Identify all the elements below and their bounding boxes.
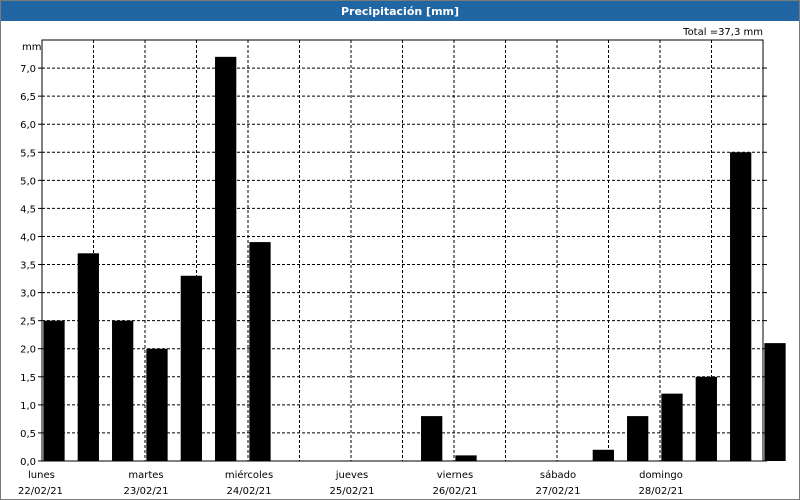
- bar: [77, 253, 99, 461]
- y-tick-label: 2,0: [20, 345, 36, 356]
- bar: [661, 393, 683, 461]
- bar: [180, 275, 202, 461]
- y-tick-label: 6,5: [20, 92, 36, 103]
- x-tick-date-label: 24/02/21: [227, 486, 272, 497]
- x-axis-ticks: lunes 22/02/21 martes 23/02/21 miércoles 24/0…: [18, 469, 683, 497]
- x-tick-day-label: sábado: [540, 469, 576, 481]
- bar: [421, 416, 443, 461]
- total-label: Total =37,3 mm: [683, 27, 763, 38]
- y-tick-label: 5,0: [20, 176, 36, 187]
- bar: [455, 455, 477, 461]
- bar-series: [43, 56, 786, 462]
- y-tick-label: 5,5: [20, 148, 36, 159]
- bar: [592, 449, 614, 461]
- y-axis-ticks: 0,0 0,5 1,0 1,5 2,0 2,5 3,0 3,5 4,0 4,5 5,0 5,5 6,0 6…: [20, 64, 767, 468]
- x-tick-date-label: 27/02/21: [536, 486, 581, 497]
- chart-title: Precipitación [mm]: [1, 1, 799, 21]
- y-tick-label: 1,5: [20, 373, 36, 384]
- y-tick-label: 0,0: [20, 457, 36, 468]
- bar: [695, 376, 717, 461]
- x-tick-day-label: jueves: [335, 470, 369, 481]
- y-axis-label: mm: [22, 42, 41, 53]
- x-tick-day-label: martes: [128, 470, 163, 481]
- bar: [249, 242, 271, 461]
- bar: [146, 348, 168, 461]
- x-tick-date-label: 28/02/21: [639, 486, 684, 497]
- x-tick-date-label: 23/02/21: [124, 486, 169, 497]
- x-tick-day-label: lunes: [28, 470, 55, 481]
- bar: [730, 152, 752, 461]
- bar: [43, 320, 65, 461]
- x-tick-day-label: viernes: [437, 470, 473, 481]
- y-tick-label: 6,0: [20, 120, 36, 131]
- x-tick-date-label: 26/02/21: [433, 486, 478, 497]
- y-tick-label: 4,5: [20, 204, 36, 215]
- y-tick-label: 2,5: [20, 317, 36, 328]
- y-tick-label: 1,0: [20, 401, 36, 412]
- bar: [112, 320, 134, 461]
- x-tick-date-label: 22/02/21: [18, 486, 63, 497]
- x-tick-day-label: domingo: [639, 470, 683, 481]
- y-tick-label: 3,0: [20, 289, 36, 300]
- bar: [627, 416, 649, 461]
- y-tick-label: 4,0: [20, 232, 36, 243]
- bar: [764, 343, 786, 461]
- y-tick-label: 0,5: [20, 429, 36, 440]
- y-tick-label: 3,5: [20, 261, 36, 272]
- x-tick-day-label: miércoles: [225, 469, 273, 481]
- y-tick-label: 7,0: [20, 64, 36, 75]
- x-tick-date-label: 25/02/21: [330, 486, 375, 497]
- bar: [215, 56, 237, 462]
